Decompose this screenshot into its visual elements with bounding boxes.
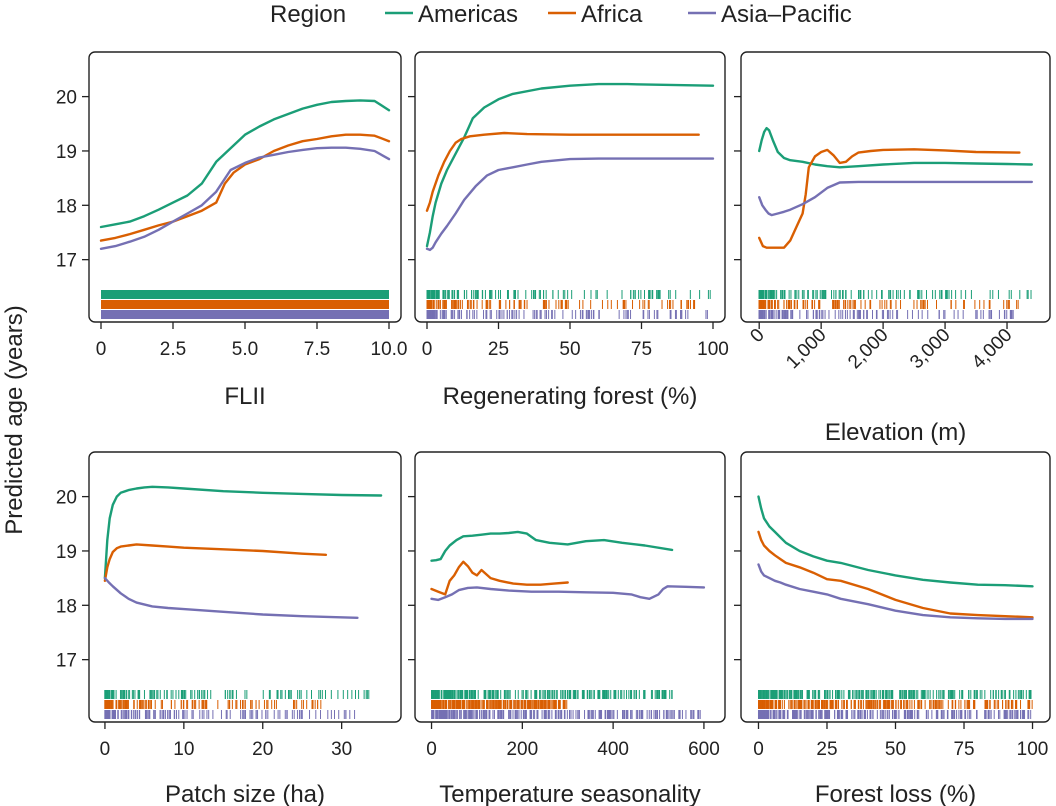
rug-africa — [104, 700, 322, 709]
x-tick-label: 75 — [953, 739, 974, 760]
x-axis-title: Patch size (ha) — [165, 781, 325, 806]
rug-africa — [426, 300, 696, 309]
y-tick-label: 17 — [56, 651, 77, 672]
panel-frame — [414, 51, 726, 323]
panel-frame — [740, 51, 1051, 323]
panel-frame — [414, 451, 726, 723]
series-line-africa — [758, 148, 1021, 249]
legend-title: Region — [270, 1, 346, 28]
panel-4: 17 18 19 20 0 10 20 30 Patch size (ha) — [56, 451, 402, 806]
x-tick-label: 0 — [100, 739, 111, 760]
x-tick-label: 0 — [746, 325, 768, 347]
x-tick-label: 400 — [597, 739, 629, 760]
x-tick-label: 5.0 — [232, 339, 258, 360]
x-tick-label: 4,000 — [968, 325, 1016, 373]
rug-asiapacific — [426, 310, 708, 319]
x-tick-label: 100 — [697, 339, 729, 360]
rug-americas — [758, 690, 1032, 699]
x-axis-title: Temperature seasonality — [439, 781, 700, 806]
y-tick-label: 19 — [56, 142, 77, 163]
rug-americas — [426, 290, 711, 299]
rug-africa — [758, 300, 1019, 309]
x-tick-label: 600 — [688, 739, 720, 760]
series-line-asiapacific — [758, 180, 1034, 217]
y-tick-label: 17 — [56, 251, 77, 272]
x-tick-label: 0 — [422, 339, 433, 360]
rug-asiapacific — [104, 710, 356, 719]
series-line-asiapacific — [757, 563, 1034, 621]
x-tick-label: 1,000 — [782, 325, 830, 373]
x-axis-title: Regenerating forest (%) — [443, 383, 698, 410]
legend-label-asia-pacific: Asia–Pacific — [721, 1, 852, 28]
series-line-americas — [757, 495, 1034, 588]
x-tick-label: 0 — [753, 739, 764, 760]
series-line-africa — [430, 560, 569, 596]
rug-americas — [431, 690, 673, 699]
panel-frame — [88, 51, 402, 323]
x-tick-label: 30 — [331, 739, 352, 760]
legend: Region Americas Africa Asia–Pacific — [270, 1, 852, 28]
legend-label-americas: Americas — [418, 1, 518, 28]
y-axis-label: Predicted age (years) — [1, 305, 28, 534]
series-line-asiapacific — [425, 157, 715, 252]
series-line-asiapacific — [430, 585, 706, 602]
series-line-americas — [99, 99, 391, 229]
x-tick-label: 20 — [252, 739, 273, 760]
x-axis-title: FLII — [224, 383, 265, 410]
x-axis-title: Forest loss (%) — [815, 781, 976, 806]
x-axis-title: Elevation (m) — [825, 419, 966, 446]
x-tick-label: 2,000 — [844, 325, 892, 373]
x-tick-label: 2.5 — [160, 339, 186, 360]
rug-asiapacific — [431, 710, 701, 719]
rug-americas — [758, 290, 1032, 299]
x-tick-label: 10.0 — [371, 339, 408, 360]
legend-label-africa: Africa — [581, 1, 643, 28]
rug-americas — [104, 690, 370, 699]
panel-frame — [88, 451, 402, 723]
x-tick-label: 25 — [816, 739, 837, 760]
series-line-americas — [758, 126, 1034, 169]
series-line-africa — [103, 543, 328, 582]
series-line-asiapacific — [103, 576, 359, 619]
panel-1: 17 18 19 20 0 2.5 5.0 7.5 10.0 FLII — [56, 51, 408, 410]
y-tick-label: 20 — [56, 88, 77, 109]
x-tick-label: 50 — [885, 739, 906, 760]
series-line-africa — [757, 530, 1034, 619]
x-tick-label: 200 — [506, 739, 538, 760]
rug-band-americas — [101, 290, 389, 299]
x-tick-label: 0 — [426, 739, 437, 760]
x-tick-label: 3,000 — [906, 325, 954, 373]
rug-asiapacific — [757, 710, 1032, 719]
y-tick-label: 18 — [56, 196, 77, 217]
x-tick-label: 50 — [559, 339, 580, 360]
x-tick-label: 100 — [1017, 739, 1049, 760]
rug-asiapacific — [758, 310, 1014, 319]
x-tick-label: 10 — [173, 739, 194, 760]
series-line-americas — [425, 82, 715, 248]
panel-5: 0 200 400 600 Temperature seasonality — [408, 451, 726, 806]
series-line-americas — [103, 485, 383, 580]
rug-africa — [431, 700, 568, 709]
rug-africa — [757, 700, 1033, 709]
panel-frame — [740, 451, 1051, 723]
series-line-asiapacific — [99, 146, 391, 251]
x-tick-label: 0 — [96, 339, 107, 360]
series-line-africa — [99, 133, 391, 242]
y-tick-label: 20 — [56, 488, 77, 509]
series-line-africa — [425, 131, 700, 212]
y-tick-label: 18 — [56, 596, 77, 617]
panel-2: 0 25 50 75 100 Regenerating forest (%) — [408, 51, 729, 410]
x-tick-label: 7.5 — [304, 339, 330, 360]
series-line-americas — [430, 530, 674, 562]
panel-6: 0 25 50 75 100 Forest loss (%) — [734, 451, 1051, 806]
x-tick-label: 25 — [488, 339, 509, 360]
x-tick-label: 75 — [631, 339, 652, 360]
y-tick-label: 19 — [56, 542, 77, 563]
rug-band-africa — [101, 300, 389, 309]
rug-band-asiapacific — [101, 310, 389, 319]
panel-3: 0 1,000 2,000 3,000 4,000 Elevation (m) — [734, 51, 1051, 446]
